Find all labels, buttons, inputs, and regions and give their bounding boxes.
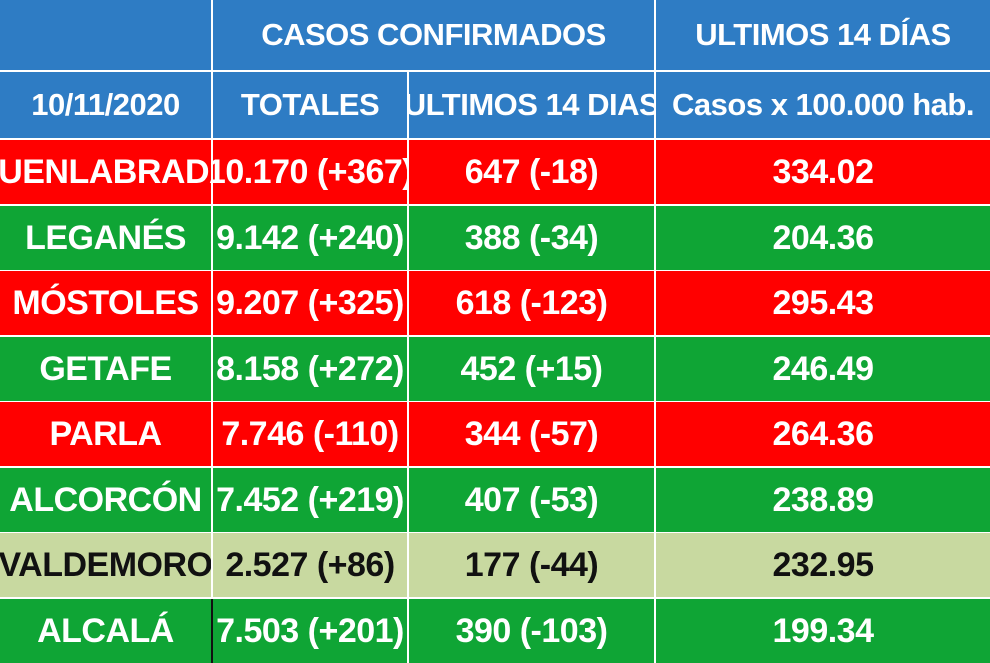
ultimos-cell: 618 (-123) [409,271,654,335]
city-cell: FUENLABRADA [0,140,211,204]
city-cell: LEGANÉS [0,206,211,270]
city-cell: MÓSTOLES [0,271,211,335]
city-cell: PARLA [0,402,211,466]
casos-cell: 199.34 [656,599,990,663]
city-cell: ALCALÁ [0,599,211,663]
ultimos-cell: 390 (-103) [409,599,654,663]
header-col-casos: Casos x 100.000 hab. [656,72,990,138]
header-date: 10/11/2020 [0,72,211,138]
ultimos-cell: 177 (-44) [409,533,654,597]
ultimos-cell: 407 (-53) [409,468,654,532]
ultimos-cell: 647 (-18) [409,140,654,204]
header-ultimos-14-dias: ULTIMOS 14 DÍAS [656,0,990,70]
totales-cell: 9.207 (+325) [213,271,407,335]
row-border [211,599,213,663]
totales-cell: 2.527 (+86) [213,533,407,597]
city-cell: ALCORCÓN [0,468,211,532]
header-col-ultimos: ULTIMOS 14 DIAS [409,72,654,138]
casos-cell: 238.89 [656,468,990,532]
totales-cell: 9.142 (+240) [213,206,407,270]
city-cell: VALDEMORO [0,533,211,597]
ultimos-cell: 388 (-34) [409,206,654,270]
totales-cell: 8.158 (+272) [213,337,407,401]
header-col-totales: TOTALES [213,72,407,138]
casos-cell: 334.02 [656,140,990,204]
header-casos-confirmados: CASOS CONFIRMADOS [213,0,654,70]
ultimos-cell: 344 (-57) [409,402,654,466]
header-blank-cell [0,0,211,70]
ultimos-cell: 452 (+15) [409,337,654,401]
totales-cell: 10.170 (+367) [213,140,407,204]
casos-cell: 204.36 [656,206,990,270]
city-cell: GETAFE [0,337,211,401]
header-dashed-divider [211,0,213,138]
casos-cell: 232.95 [656,533,990,597]
totales-cell: 7.452 (+219) [213,468,407,532]
casos-cell: 264.36 [656,402,990,466]
totales-cell: 7.503 (+201) [213,599,407,663]
totales-cell: 7.746 (-110) [213,402,407,466]
casos-cell: 246.49 [656,337,990,401]
casos-cell: 295.43 [656,271,990,335]
header-divider [0,70,990,72]
